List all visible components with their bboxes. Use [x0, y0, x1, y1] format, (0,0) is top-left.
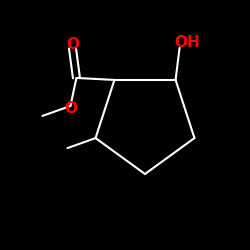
- Text: OH: OH: [175, 36, 201, 51]
- Text: O: O: [64, 102, 77, 116]
- Text: O: O: [66, 38, 79, 52]
